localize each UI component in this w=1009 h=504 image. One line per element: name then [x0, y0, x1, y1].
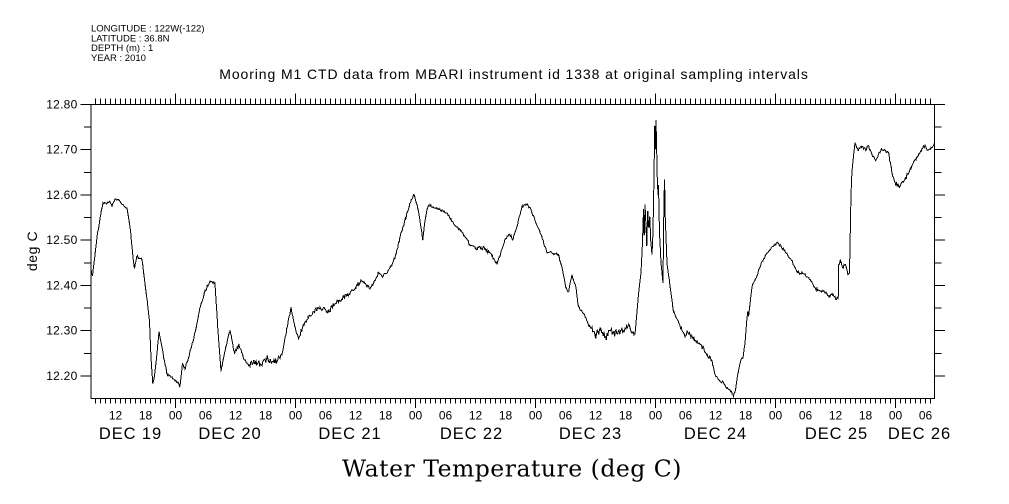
chart-caption: Water Temperature (deg C) — [342, 455, 682, 483]
x-day-label: DEC 25 — [805, 425, 868, 443]
x-hour-label: 00 — [649, 409, 663, 423]
x-hour-label: 18 — [859, 409, 873, 423]
meta-longitude: LONGITUDE : 122W(-122) — [91, 24, 205, 35]
chart-title: Mooring M1 CTD data from MBARI instrumen… — [219, 66, 808, 82]
x-hour-label: 00 — [169, 409, 183, 423]
x-hour-label: 18 — [139, 409, 153, 423]
x-hour-label: 00 — [889, 409, 903, 423]
axis-tick-labels: 12.20 12.30 12.40 12.50 12.60 12.70 12.80 12 18 0… — [46, 98, 951, 444]
meta-year: YEAR : 2010 — [91, 53, 146, 64]
y-tick-label: 12.60 — [46, 188, 77, 202]
x-hour-label: 06 — [199, 409, 213, 423]
x-hour-label: 18 — [259, 409, 273, 423]
x-day-label: DEC 21 — [318, 425, 381, 443]
x-hour-label: 12 — [709, 409, 723, 423]
temperature-line — [90, 119, 935, 399]
metadata-block: LONGITUDE : 122W(-122) LATITUDE : 36.8N … — [91, 24, 205, 64]
x-hour-label: 18 — [619, 409, 633, 423]
y-tick-label: 12.20 — [46, 369, 77, 383]
x-day-label: DEC 22 — [440, 425, 503, 443]
x-hour-label: 18 — [739, 409, 753, 423]
y-tick-label: 12.70 — [46, 143, 77, 157]
x-day-label: DEC 24 — [684, 425, 747, 443]
y-tick-label: 12.50 — [46, 233, 77, 247]
x-hour-label: 00 — [409, 409, 423, 423]
x-hour-label: 12 — [109, 409, 123, 423]
x-hour-label: 18 — [379, 409, 393, 423]
x-day-label: DEC 20 — [198, 425, 261, 443]
x-hour-label: 06 — [919, 409, 933, 423]
x-hour-label: 00 — [769, 409, 783, 423]
y-axis-label: deg C — [24, 231, 40, 271]
x-day-label: DEC 23 — [559, 425, 622, 443]
x-day-label: DEC 26 — [888, 425, 951, 443]
x-hour-label: 12 — [469, 409, 483, 423]
x-hour-label: 18 — [499, 409, 513, 423]
x-day-label: DEC 19 — [99, 425, 162, 443]
x-hour-label: 06 — [559, 409, 573, 423]
x-hour-label: 12 — [829, 409, 843, 423]
plot-border — [90, 104, 935, 399]
y-tick-label: 12.30 — [46, 324, 77, 338]
x-hour-label: 12 — [229, 409, 243, 423]
x-hour-label: 06 — [319, 409, 333, 423]
meta-latitude: LATITUDE : 36.8N — [91, 33, 170, 44]
x-hour-label: 00 — [289, 409, 303, 423]
y-tick-label: 12.80 — [46, 98, 77, 112]
x-hour-label: 06 — [799, 409, 813, 423]
meta-depth: DEPTH (m) : 1 — [91, 43, 153, 54]
y-tick-label: 12.40 — [46, 278, 77, 292]
x-hour-label: 00 — [529, 409, 543, 423]
x-hour-label: 06 — [679, 409, 693, 423]
x-hour-label: 12 — [349, 409, 363, 423]
plot-axes — [80, 93, 945, 408]
x-hour-label: 06 — [439, 409, 453, 423]
x-hour-label: 12 — [589, 409, 603, 423]
